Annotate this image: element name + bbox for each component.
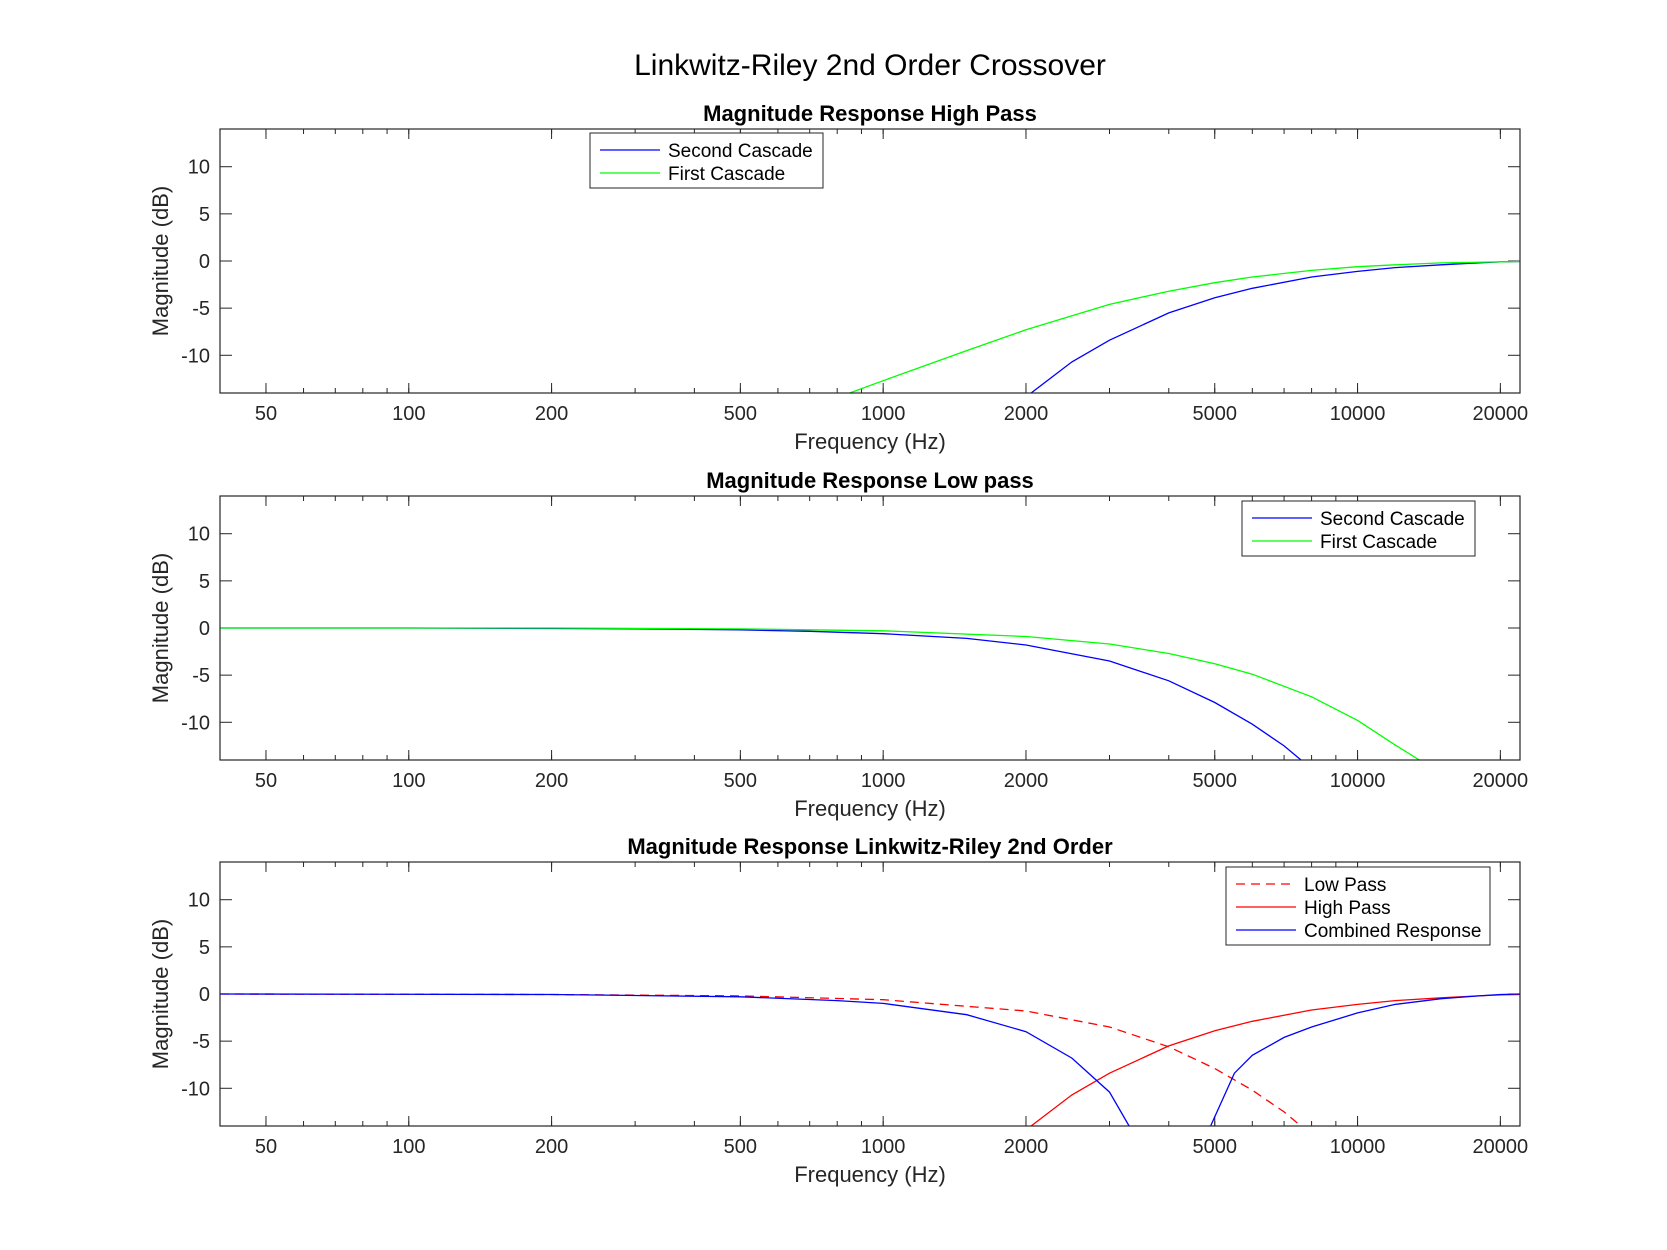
y-axis-label: Magnitude (dB) bbox=[148, 186, 173, 336]
x-tick-label: 20000 bbox=[1473, 1136, 1529, 1158]
x-tick-label: 2000 bbox=[1004, 1136, 1049, 1158]
x-tick-label: 50 bbox=[255, 403, 277, 425]
chart-title: Magnitude Response High Pass bbox=[703, 101, 1037, 126]
y-tick-label: -10 bbox=[181, 1078, 210, 1100]
x-axis-label: Frequency (Hz) bbox=[794, 1162, 946, 1187]
legend-box bbox=[1241, 500, 1476, 557]
legend-label: First Cascade bbox=[668, 164, 785, 185]
x-tick-label: 20000 bbox=[1473, 403, 1529, 425]
x-tick-label: 1000 bbox=[861, 403, 906, 425]
y-tick-label: 0 bbox=[199, 618, 210, 640]
x-tick-label: 20000 bbox=[1473, 770, 1529, 792]
series-line-first-cascade bbox=[220, 627, 1420, 760]
y-tick-label: -10 bbox=[181, 345, 210, 367]
x-tick-label: 500 bbox=[724, 770, 757, 792]
y-tick-label: 10 bbox=[188, 890, 210, 912]
legend-box bbox=[1225, 866, 1491, 946]
series-line-high-pass bbox=[1030, 993, 1520, 1126]
y-tick-label: 10 bbox=[188, 524, 210, 546]
y-tick-label: 5 bbox=[199, 571, 210, 593]
chart-title: Magnitude Response Linkwitz-Riley 2nd Or… bbox=[627, 834, 1113, 859]
figure-title: Linkwitz-Riley 2nd Order Crossover bbox=[634, 49, 1106, 82]
x-tick-label: 5000 bbox=[1193, 1136, 1238, 1158]
legend-label: Second Cascade bbox=[1320, 509, 1465, 530]
series-group bbox=[849, 260, 1520, 393]
x-tick-label: 200 bbox=[535, 403, 568, 425]
series-line-second-cascade bbox=[220, 627, 1302, 760]
series-line-second-cascade bbox=[1030, 260, 1520, 393]
plot-frame bbox=[219, 128, 1521, 394]
y-tick-label: 0 bbox=[199, 984, 210, 1006]
x-tick-label: 200 bbox=[535, 770, 568, 792]
plot-frame bbox=[219, 495, 1521, 761]
legend-label: Second Cascade bbox=[668, 141, 813, 162]
y-tick-label: 10 bbox=[188, 157, 210, 179]
y-axis-label: Magnitude (dB) bbox=[148, 553, 173, 703]
y-tick-label: -10 bbox=[181, 712, 210, 734]
x-tick-label: 100 bbox=[392, 1136, 425, 1158]
series-line-combined-response bbox=[220, 993, 1130, 1126]
x-tick-label: 5000 bbox=[1193, 770, 1238, 792]
x-axis-label: Frequency (Hz) bbox=[794, 429, 946, 454]
y-tick-label: 5 bbox=[199, 937, 210, 959]
legend-label: Combined Response bbox=[1304, 921, 1481, 942]
x-tick-label: 1000 bbox=[861, 770, 906, 792]
x-axis-label: Frequency (Hz) bbox=[794, 796, 946, 821]
x-tick-label: 2000 bbox=[1004, 770, 1049, 792]
x-tick-label: 200 bbox=[535, 1136, 568, 1158]
series-group bbox=[220, 627, 1420, 760]
y-tick-label: 0 bbox=[199, 251, 210, 273]
x-tick-label: 50 bbox=[255, 770, 277, 792]
y-tick-label: -5 bbox=[192, 1031, 210, 1053]
x-tick-label: 10000 bbox=[1330, 770, 1386, 792]
x-tick-label: 100 bbox=[392, 770, 425, 792]
x-tick-label: 500 bbox=[724, 1136, 757, 1158]
series-line-first-cascade bbox=[849, 260, 1520, 393]
x-tick-label: 10000 bbox=[1330, 1136, 1386, 1158]
chart-title: Magnitude Response Low pass bbox=[706, 468, 1034, 493]
y-axis-label: Magnitude (dB) bbox=[148, 919, 173, 1069]
plot-frame bbox=[219, 861, 1521, 1127]
x-tick-label: 5000 bbox=[1193, 403, 1238, 425]
x-tick-label: 100 bbox=[392, 403, 425, 425]
x-tick-label: 50 bbox=[255, 1136, 277, 1158]
legend-label: High Pass bbox=[1304, 898, 1391, 919]
x-tick-label: 10000 bbox=[1330, 403, 1386, 425]
chart-panel-3: Magnitude Response Linkwitz-Riley 2nd Or… bbox=[148, 834, 1528, 1187]
series-line-combined-response bbox=[1210, 993, 1520, 1126]
y-tick-label: 5 bbox=[199, 204, 210, 226]
legend-box bbox=[589, 132, 824, 189]
x-tick-label: 2000 bbox=[1004, 403, 1049, 425]
legend-label: First Cascade bbox=[1320, 532, 1437, 553]
x-tick-label: 500 bbox=[724, 403, 757, 425]
x-tick-label: 1000 bbox=[861, 1136, 906, 1158]
legend-label: Low Pass bbox=[1304, 875, 1386, 896]
series-group bbox=[220, 993, 1520, 1126]
y-tick-label: -5 bbox=[192, 665, 210, 687]
y-tick-label: -5 bbox=[192, 298, 210, 320]
